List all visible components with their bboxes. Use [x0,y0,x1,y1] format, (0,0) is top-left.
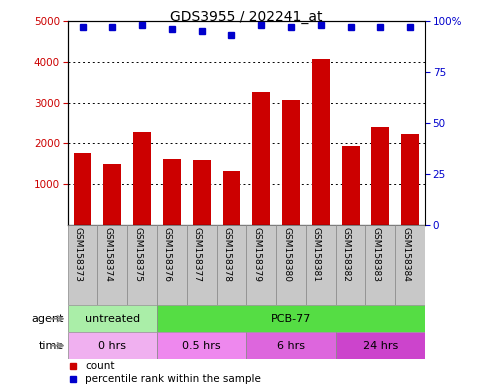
Text: percentile rank within the sample: percentile rank within the sample [85,374,261,384]
Bar [336,332,425,359]
Bar [401,134,419,225]
Bar [366,225,395,305]
Text: GSM158373: GSM158373 [73,227,83,282]
Text: GSM158377: GSM158377 [193,227,202,282]
Text: PCB-77: PCB-77 [271,314,311,324]
Text: GSM158376: GSM158376 [163,227,172,282]
Bar [193,159,211,225]
Bar [133,132,151,225]
Bar [312,59,330,225]
Bar [157,332,246,359]
Text: GSM158383: GSM158383 [371,227,381,282]
Bar [68,225,98,305]
Bar [246,225,276,305]
Bar [336,225,366,305]
Bar [246,332,336,359]
Bar [252,92,270,225]
Text: GSM158384: GSM158384 [401,227,410,282]
Text: GSM158375: GSM158375 [133,227,142,282]
Bar [371,127,389,225]
Text: 0 hrs: 0 hrs [99,341,126,351]
Text: agent: agent [32,314,64,324]
Bar [341,146,359,225]
Text: GSM158379: GSM158379 [252,227,261,282]
Text: 24 hrs: 24 hrs [363,341,398,351]
Text: time: time [39,341,64,351]
Text: untreated: untreated [85,314,140,324]
Bar [68,332,157,359]
Text: GSM158382: GSM158382 [341,227,351,282]
Bar [163,159,181,225]
Bar [127,225,157,305]
Bar [98,225,127,305]
Bar [157,225,187,305]
Bar [395,225,425,305]
Text: 6 hrs: 6 hrs [277,341,305,351]
Bar [306,225,336,305]
Text: count: count [85,361,115,371]
Text: GSM158380: GSM158380 [282,227,291,282]
Bar [216,225,246,305]
Bar [68,305,157,332]
Text: 0.5 hrs: 0.5 hrs [183,341,221,351]
Bar [282,100,300,225]
Bar [223,171,241,225]
Text: GSM158374: GSM158374 [103,227,112,282]
Bar [187,225,216,305]
Bar [73,154,91,225]
Text: GSM158378: GSM158378 [223,227,231,282]
Bar [276,225,306,305]
Bar [103,164,121,225]
Text: GDS3955 / 202241_at: GDS3955 / 202241_at [170,10,323,23]
Bar [157,305,425,332]
Text: GSM158381: GSM158381 [312,227,321,282]
